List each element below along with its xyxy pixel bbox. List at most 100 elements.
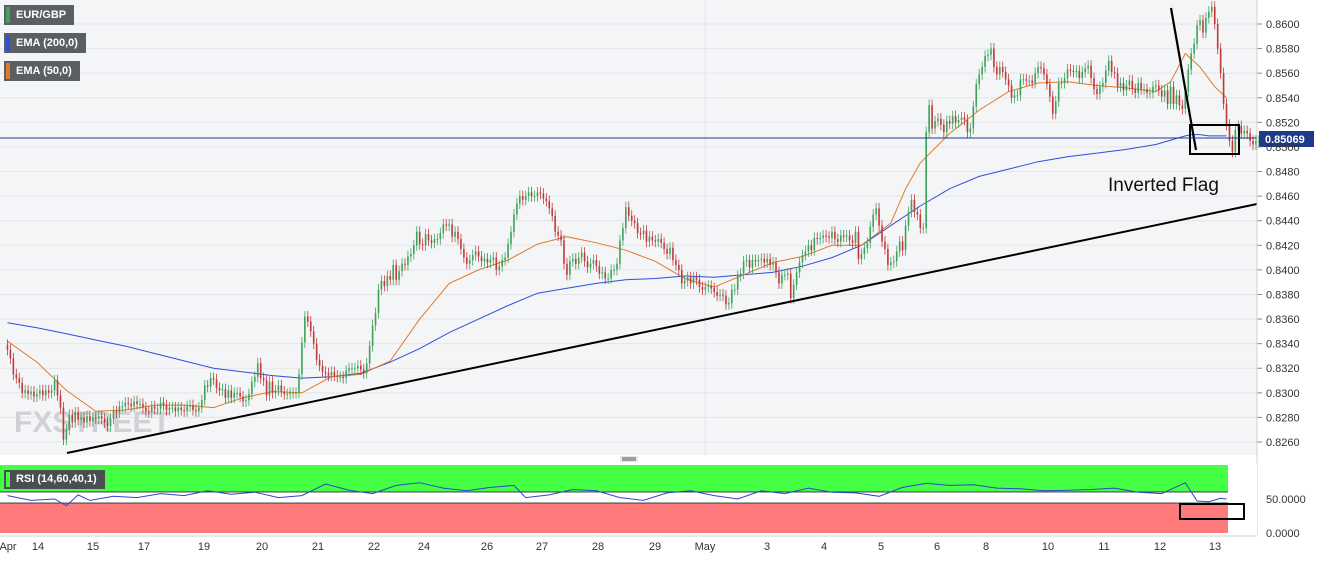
candle-body — [1193, 43, 1195, 54]
candle-body — [83, 417, 85, 423]
candle-body — [943, 124, 945, 133]
candle-body — [389, 276, 392, 280]
y-tick-label: 0.8600 — [1266, 19, 1300, 31]
candle-body — [1081, 71, 1084, 79]
candle-body — [333, 371, 336, 376]
candle-body — [12, 358, 15, 375]
candle-body — [683, 280, 686, 284]
candle-body — [710, 285, 713, 289]
candle-body — [895, 251, 898, 262]
legend-eurgbp-label: EUR/GBP — [16, 9, 67, 21]
rsi-flag-box — [1179, 503, 1245, 520]
candle-body — [1134, 89, 1137, 93]
candle-body — [760, 258, 763, 261]
y-tick-label: 0.8300 — [1266, 388, 1300, 400]
candle-body — [413, 245, 415, 254]
candle-body — [1157, 85, 1160, 91]
candle-body — [642, 230, 645, 235]
candle-body — [789, 273, 792, 299]
candle-body — [521, 196, 524, 200]
candle-body — [1084, 68, 1086, 72]
legend-rsi[interactable]: RSI (14,60,40,1) — [4, 470, 105, 489]
candle-body — [315, 343, 318, 360]
candle-body — [645, 230, 648, 242]
candle-body — [778, 272, 780, 284]
candle-body — [1178, 95, 1181, 106]
candle-body — [156, 408, 159, 410]
candle-layer — [6, 1, 1275, 446]
candle-body — [468, 260, 471, 264]
y-tick-label: 0.8500 — [1266, 142, 1300, 154]
candle-body — [97, 416, 100, 419]
candle-body — [984, 55, 986, 68]
candle-body — [589, 263, 592, 268]
candle-body — [951, 116, 954, 124]
candle-body — [580, 252, 583, 258]
candle-body — [792, 284, 795, 299]
candle-body — [872, 214, 874, 227]
candle-body — [59, 395, 62, 408]
y-tick-label: 0.8580 — [1266, 44, 1300, 56]
candle-body — [890, 262, 892, 265]
candle-body — [203, 385, 206, 401]
candle-body — [786, 273, 789, 275]
pane-resize-handle[interactable] — [620, 456, 638, 462]
candle-body — [810, 245, 813, 251]
candle-body — [77, 412, 79, 420]
candle-body — [675, 260, 677, 265]
candle-body — [1160, 90, 1163, 97]
candle-body — [1010, 85, 1013, 98]
y-tick-label: 0.8280 — [1266, 412, 1300, 424]
candle-body — [221, 389, 224, 391]
candle-body — [109, 418, 112, 427]
candle-body — [489, 260, 492, 263]
candle-body — [1146, 89, 1148, 93]
candle-body — [937, 118, 939, 122]
candle-body — [884, 241, 886, 249]
legend-ema50-label: EMA (50,0) — [16, 65, 72, 77]
candle-body — [212, 378, 215, 380]
candle-body — [1140, 83, 1142, 90]
candle-body — [377, 289, 380, 313]
candle-body — [365, 363, 368, 374]
candle-body — [619, 240, 621, 264]
candle-body — [816, 237, 819, 240]
candle-body — [539, 192, 542, 194]
candle-body — [1249, 133, 1251, 141]
candle-body — [1243, 130, 1246, 134]
legend-eurgbp[interactable]: EUR/GBP — [4, 5, 75, 25]
flag-box — [1189, 124, 1240, 155]
flag-pole-line — [1169, 7, 1198, 151]
candle-body — [560, 235, 562, 241]
candle-body — [610, 269, 612, 279]
x-tick-label: 29 — [649, 541, 661, 553]
candle-body — [931, 105, 933, 129]
candle-body — [289, 392, 291, 395]
candle-body — [445, 224, 448, 226]
candle-body — [233, 392, 236, 398]
candle-body — [424, 234, 427, 246]
candle-body — [598, 266, 601, 274]
candle-body — [392, 264, 395, 280]
candle-body — [1013, 95, 1016, 98]
candle-body — [1202, 20, 1204, 33]
y-tick-label: 0.8460 — [1266, 191, 1300, 203]
candle-body — [736, 276, 739, 290]
candle-body — [218, 387, 221, 391]
candle-body — [804, 251, 807, 256]
x-tick-label: Apr — [0, 541, 17, 553]
candle-body — [551, 208, 554, 216]
y-tick-label: 0.8440 — [1266, 216, 1300, 228]
legend-ema200[interactable]: EMA (200,0) — [4, 33, 86, 53]
candle-body — [748, 260, 751, 268]
legend-eurgbp-swatch — [6, 7, 10, 23]
candle-body — [1093, 78, 1095, 90]
candle-body — [150, 406, 153, 413]
candle-body — [339, 376, 342, 378]
candle-body — [351, 368, 353, 370]
legend-ema50[interactable]: EMA (50,0) — [4, 61, 80, 81]
candle-body — [586, 261, 589, 268]
candle-body — [574, 258, 577, 264]
candle-body — [672, 247, 674, 261]
candle-body — [362, 369, 365, 374]
